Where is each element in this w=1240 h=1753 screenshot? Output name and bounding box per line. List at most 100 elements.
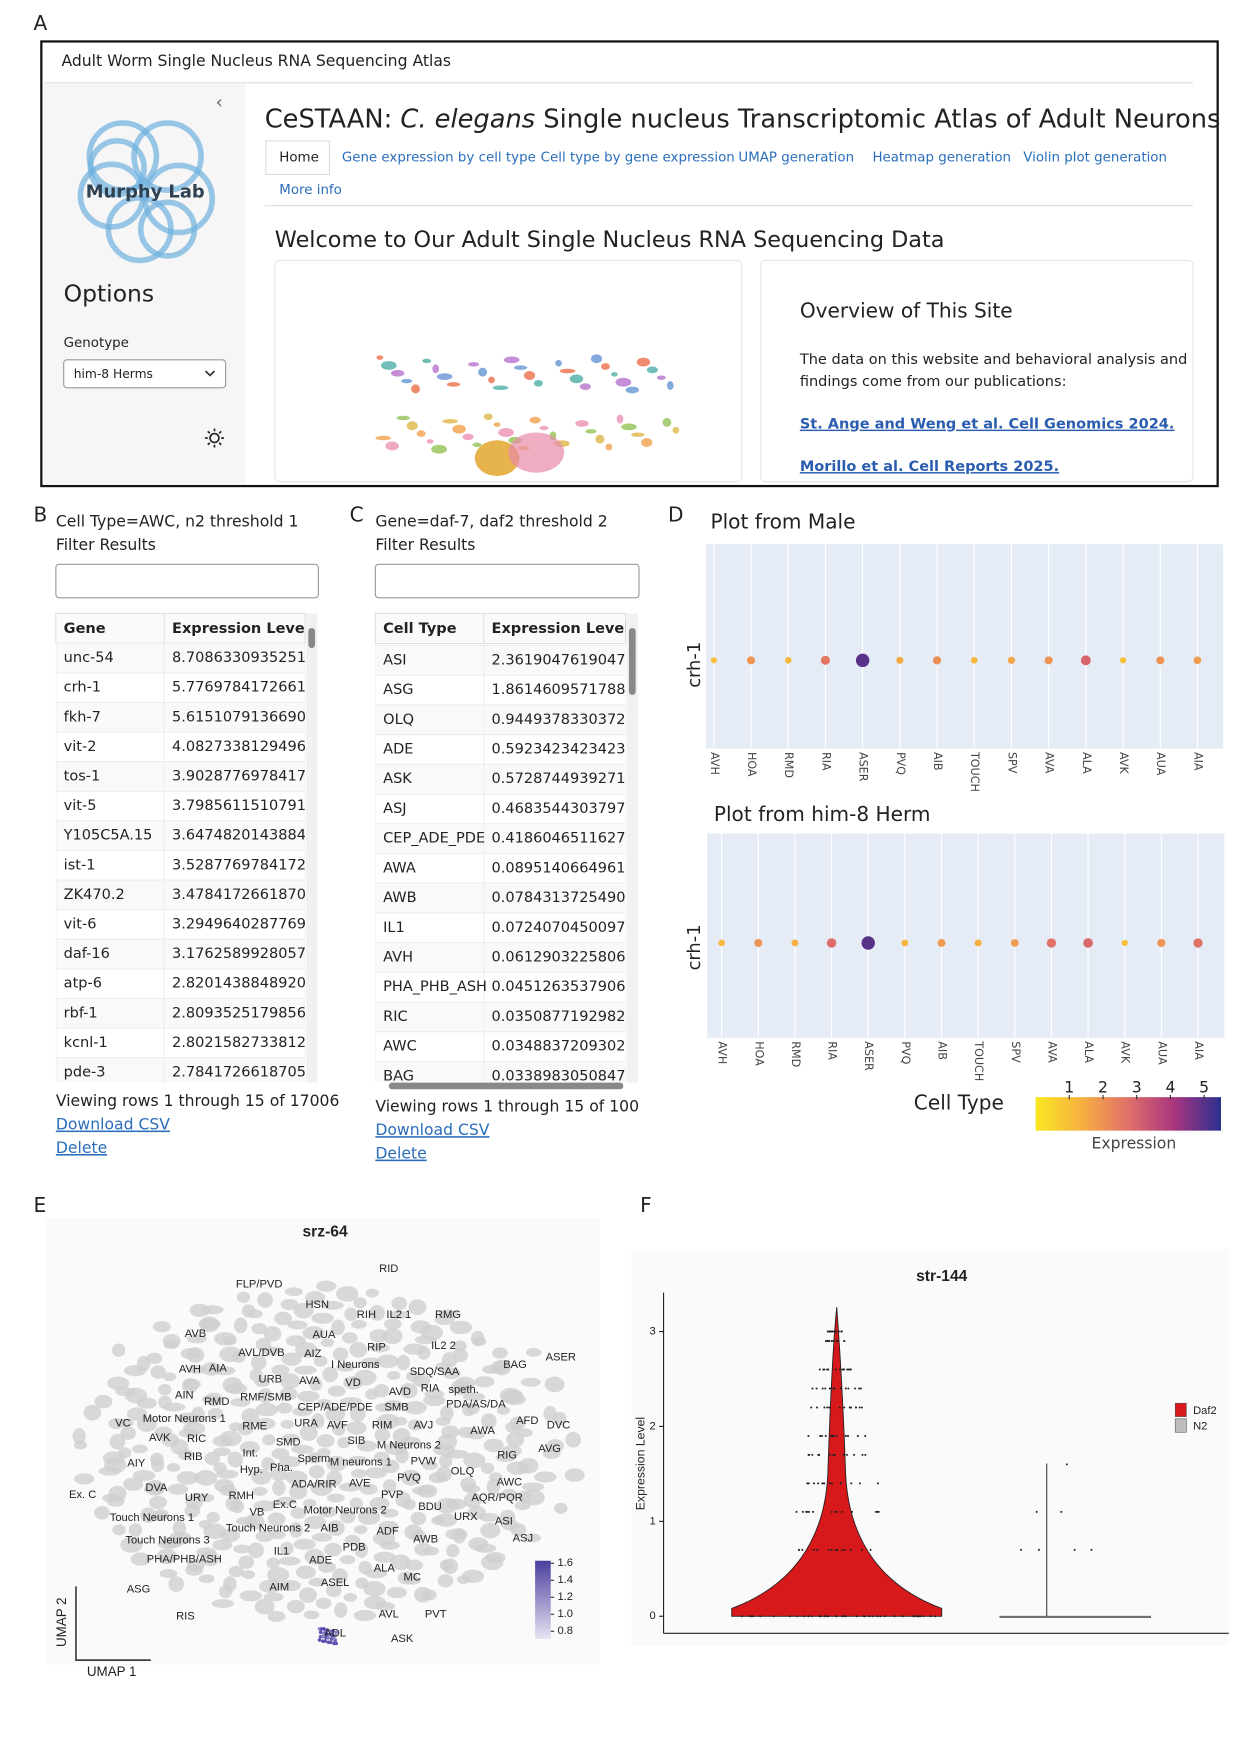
nav-tab[interactable]: Gene expression by cell type [342, 151, 536, 166]
umap-thumb-cluster [503, 356, 520, 364]
table-cell: 4.08273381294963 [172, 739, 315, 755]
y-tick-label: 1 [650, 1515, 656, 1527]
cell-cloud [544, 1376, 565, 1393]
x-tick-label: ALA [1080, 752, 1093, 774]
x-tick-label: AIA [1191, 752, 1204, 771]
x-tick-label: TOUCH [968, 751, 981, 792]
genotype-select[interactable] [63, 359, 227, 389]
cell-cloud [522, 1489, 545, 1506]
cell-point [859, 1387, 862, 1390]
nav-tab[interactable]: Cell type by gene expression [541, 151, 735, 166]
scroll-thumb[interactable] [628, 627, 636, 695]
colorbar-tick-label: 1.2 [557, 1591, 573, 1603]
cell-cloud [186, 1347, 205, 1363]
umap-thumb-cluster [396, 415, 410, 421]
collapse-icon[interactable]: ‹ [216, 92, 223, 113]
cell-point [831, 1482, 834, 1485]
nav-tab[interactable]: Heatmap generation [872, 151, 1011, 166]
umap-thumb-cluster [523, 371, 536, 380]
x-tick-label: TOUCH [972, 1040, 985, 1081]
cluster-label: Touch Neurons 1 [110, 1512, 194, 1524]
scroll-thumb[interactable] [308, 627, 316, 649]
table-footer: Viewing rows 1 through 15 of 100 [375, 1097, 639, 1116]
hscroll-thumb[interactable] [388, 1082, 624, 1090]
sun-ray [207, 430, 211, 434]
table-cell: 2.36190476190475 [492, 652, 635, 668]
cell-cloud [271, 1448, 290, 1460]
cell-cloud [326, 1493, 345, 1503]
logo-ring [131, 120, 204, 193]
theme-toggle[interactable] [209, 432, 220, 444]
cell-point [843, 1406, 846, 1409]
cell-point [826, 1406, 829, 1409]
nav-tab[interactable]: More info [279, 183, 342, 198]
cell-cloud [211, 1599, 235, 1609]
table-cell: 8.70863309352519 [172, 650, 315, 666]
table-cell: 3.17625899280575 [172, 946, 315, 962]
cell-point [832, 1340, 835, 1343]
cell-point [821, 1387, 824, 1390]
delete-link[interactable]: Delete [56, 1138, 107, 1157]
filter-input[interactable] [55, 563, 319, 599]
umap-thumb-cluster [380, 360, 397, 370]
cell-cloud [185, 1493, 204, 1510]
download-link[interactable]: Download CSV [56, 1115, 170, 1134]
cell-cloud [109, 1433, 126, 1450]
table-cell: AWB [383, 890, 416, 906]
cell-cloud [285, 1470, 308, 1485]
panel-label: A [34, 11, 48, 35]
cell-cloud [227, 1451, 244, 1468]
umap-thumb-cluster [529, 416, 541, 424]
filter-input[interactable] [374, 563, 640, 599]
cell-cloud [309, 1377, 323, 1391]
cell-point [818, 1615, 821, 1618]
cell-point [772, 1615, 775, 1618]
app-title-part: C. elegans [400, 104, 535, 134]
cell-point [844, 1387, 847, 1390]
cell-point [1060, 1510, 1063, 1513]
cell-cloud [311, 1312, 334, 1324]
expressing-cell [318, 1630, 323, 1635]
cell-cloud [136, 1416, 157, 1432]
delete-link[interactable]: Delete [375, 1144, 426, 1163]
cell-cloud [438, 1309, 459, 1319]
download-link[interactable]: Download CSV [375, 1120, 489, 1139]
legend-swatch [1174, 1402, 1187, 1417]
dot [937, 939, 946, 947]
table-body: Gene Expression Level unc-54 8.708633093525… [55, 621, 315, 1083]
scroll-track [306, 613, 318, 1083]
cell-point [821, 1482, 824, 1485]
column-header[interactable]: Gene [64, 621, 106, 637]
cluster-label: PDA/AS/DA [446, 1398, 506, 1410]
cell-cloud [521, 1482, 545, 1492]
expressing-cell [324, 1631, 328, 1636]
cluster-label: AWC [497, 1476, 523, 1488]
x-tick-label: ASER [857, 752, 870, 782]
publication-link[interactable]: Morillo et al. Cell Reports 2025. [800, 459, 1059, 475]
cell-point [839, 1387, 842, 1390]
nav-tab[interactable]: Violin plot generation [1023, 151, 1167, 166]
nav-tab[interactable]: UMAP generation [738, 151, 854, 166]
column-header[interactable]: Cell Type [383, 621, 457, 637]
cell-cloud [162, 1372, 177, 1382]
cell-cloud [241, 1304, 256, 1318]
publication-link[interactable]: St. Ange and Weng et al. Cell Genomics 2… [800, 417, 1175, 433]
umap-thumb-cluster [555, 359, 562, 367]
cell-cloud [348, 1455, 369, 1465]
cell-point [842, 1453, 845, 1456]
cell-cloud [128, 1523, 143, 1537]
column-header[interactable]: Expression Level [492, 621, 630, 637]
cell-cloud [326, 1455, 347, 1472]
dot [820, 655, 830, 665]
nav-tab[interactable]: Home [279, 151, 319, 166]
genotype-value: him-8 Herms [74, 367, 153, 381]
column-header[interactable]: Expression Level [172, 621, 310, 637]
cell-cloud [295, 1565, 316, 1579]
umap-thumb-cluster [621, 423, 637, 431]
cell-cloud [374, 1601, 395, 1611]
panel-label: B [34, 503, 48, 527]
cell-point [825, 1615, 828, 1618]
logo-ring [105, 195, 174, 264]
expressing-cell [328, 1640, 333, 1645]
cell-cloud [254, 1598, 275, 1615]
